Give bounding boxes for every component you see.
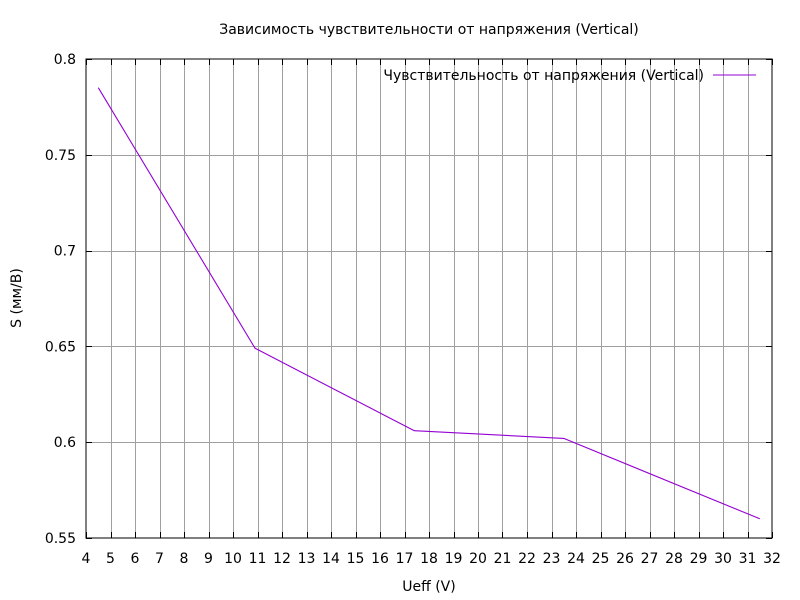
x-tick-label: 26 xyxy=(616,551,634,567)
x-tick-label: 21 xyxy=(494,551,512,567)
x-tick-label: 4 xyxy=(82,551,91,567)
x-tick-label: 22 xyxy=(518,551,536,567)
y-tick-label: 0.6 xyxy=(54,435,76,451)
x-tick-label: 14 xyxy=(322,551,340,567)
axis-ticks xyxy=(86,59,773,539)
x-tick-label: 18 xyxy=(420,551,438,567)
x-tick-label: 16 xyxy=(371,551,389,567)
y-tick-label: 0.7 xyxy=(54,244,76,260)
series-group xyxy=(97,87,761,520)
x-tick-label: 7 xyxy=(155,551,164,567)
x-tick-label: 28 xyxy=(665,551,683,567)
x-tick-label: 15 xyxy=(347,551,365,567)
legend: Чувствительность от напряжения (Vertical… xyxy=(383,68,756,84)
y-tick-labels: 0.55 0.6 0.65 0.7 0.75 0.8 xyxy=(45,52,76,547)
x-tick-label: 8 xyxy=(180,551,189,567)
x-tick-label: 17 xyxy=(396,551,414,567)
x-tick-label: 9 xyxy=(204,551,213,567)
x-tick-label: 19 xyxy=(445,551,463,567)
legend-label: Чувствительность от напряжения (Vertical… xyxy=(383,68,704,84)
x-tick-label: 13 xyxy=(298,551,316,567)
y-axis-label: S (мм/В) xyxy=(9,268,25,328)
x-tick-label: 30 xyxy=(714,551,732,567)
x-axis-label: Ueff (V) xyxy=(402,579,455,595)
x-tick-label: 29 xyxy=(690,551,708,567)
x-tick-label: 31 xyxy=(739,551,757,567)
x-tick-labels: 4 5 6 7 8 9 10 11 12 13 14 15 16 17 18 19 20 21 22 23 24 25 26… xyxy=(82,551,781,567)
x-tick-label: 23 xyxy=(543,551,561,567)
x-tick-label: 11 xyxy=(249,551,267,567)
series-line xyxy=(97,87,761,520)
plot-border xyxy=(85,58,773,539)
y-tick-label: 0.55 xyxy=(45,531,76,547)
x-tick-label: 32 xyxy=(763,551,781,567)
y-tick-label: 0.75 xyxy=(45,148,76,164)
x-tick-label: 27 xyxy=(641,551,659,567)
x-tick-label: 10 xyxy=(224,551,242,567)
chart-title: Зависимость чувствительности от напряжен… xyxy=(219,22,639,38)
x-tick-label: 25 xyxy=(592,551,610,567)
x-tick-label: 20 xyxy=(469,551,487,567)
x-tick-label: 24 xyxy=(567,551,585,567)
x-tick-label: 5 xyxy=(106,551,115,567)
x-tick-label: 6 xyxy=(131,551,140,567)
y-tick-label: 0.8 xyxy=(54,52,76,68)
x-tick-label: 12 xyxy=(273,551,291,567)
grid xyxy=(86,59,772,538)
y-tick-label: 0.65 xyxy=(45,339,76,355)
